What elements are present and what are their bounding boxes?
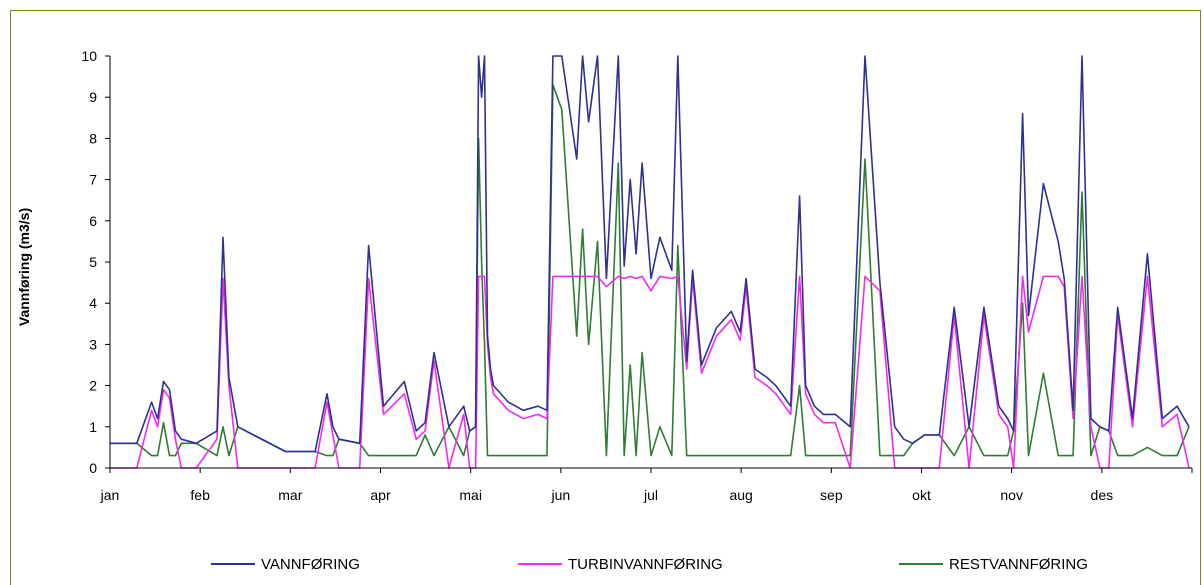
y-tick-label: 3 [89,336,97,352]
legend-label: RESTVANNFØRING [949,556,1088,573]
x-tick-label: mar [278,487,302,503]
series-line-restvannføring [110,84,1190,457]
y-tick-label: 8 [89,130,97,146]
y-tick-label: 5 [89,254,97,270]
x-tick-label: jan [100,487,120,503]
x-tick-label: sep [820,487,843,503]
series-lines [110,55,1190,469]
x-tick-label: mai [459,487,482,503]
legend-label: TURBINVANNFØRING [568,556,723,573]
legend-label: VANNFØRING [261,556,360,573]
x-tick-label: okt [912,487,931,503]
x-tick-label: des [1091,487,1114,503]
x-tick-label: feb [190,487,210,503]
x-axis-ticks: jan feb mar apr mai jun jul aug sep okt nov des [100,468,1193,503]
chart-frame [10,10,1201,585]
legend: VANNFØRING TURBINVANNFØRING RESTVANNFØRING [211,556,1088,573]
x-tick-label: apr [370,487,391,503]
x-tick-label: jun [550,487,570,503]
axes [109,56,1192,469]
x-tick-label: aug [729,487,752,503]
x-tick-label: nov [1000,487,1023,503]
y-tick-label: 6 [89,213,97,229]
y-axis-ticks: 0 1 2 3 4 5 6 7 8 9 10 [81,48,110,476]
series-line-turbinvannføring [110,275,1190,469]
y-tick-label: 1 [89,419,97,435]
y-tick-label: 4 [89,295,97,311]
series-line-vannføring [110,55,1190,453]
x-tick-label: jul [643,487,658,503]
y-tick-label: 9 [89,89,97,105]
y-tick-label: 7 [89,172,97,188]
y-axis-label: Vannføring (m3/s) [16,208,32,326]
y-tick-label: 0 [89,460,97,476]
y-tick-label: 2 [89,378,97,394]
y-tick-label: 10 [81,48,97,64]
